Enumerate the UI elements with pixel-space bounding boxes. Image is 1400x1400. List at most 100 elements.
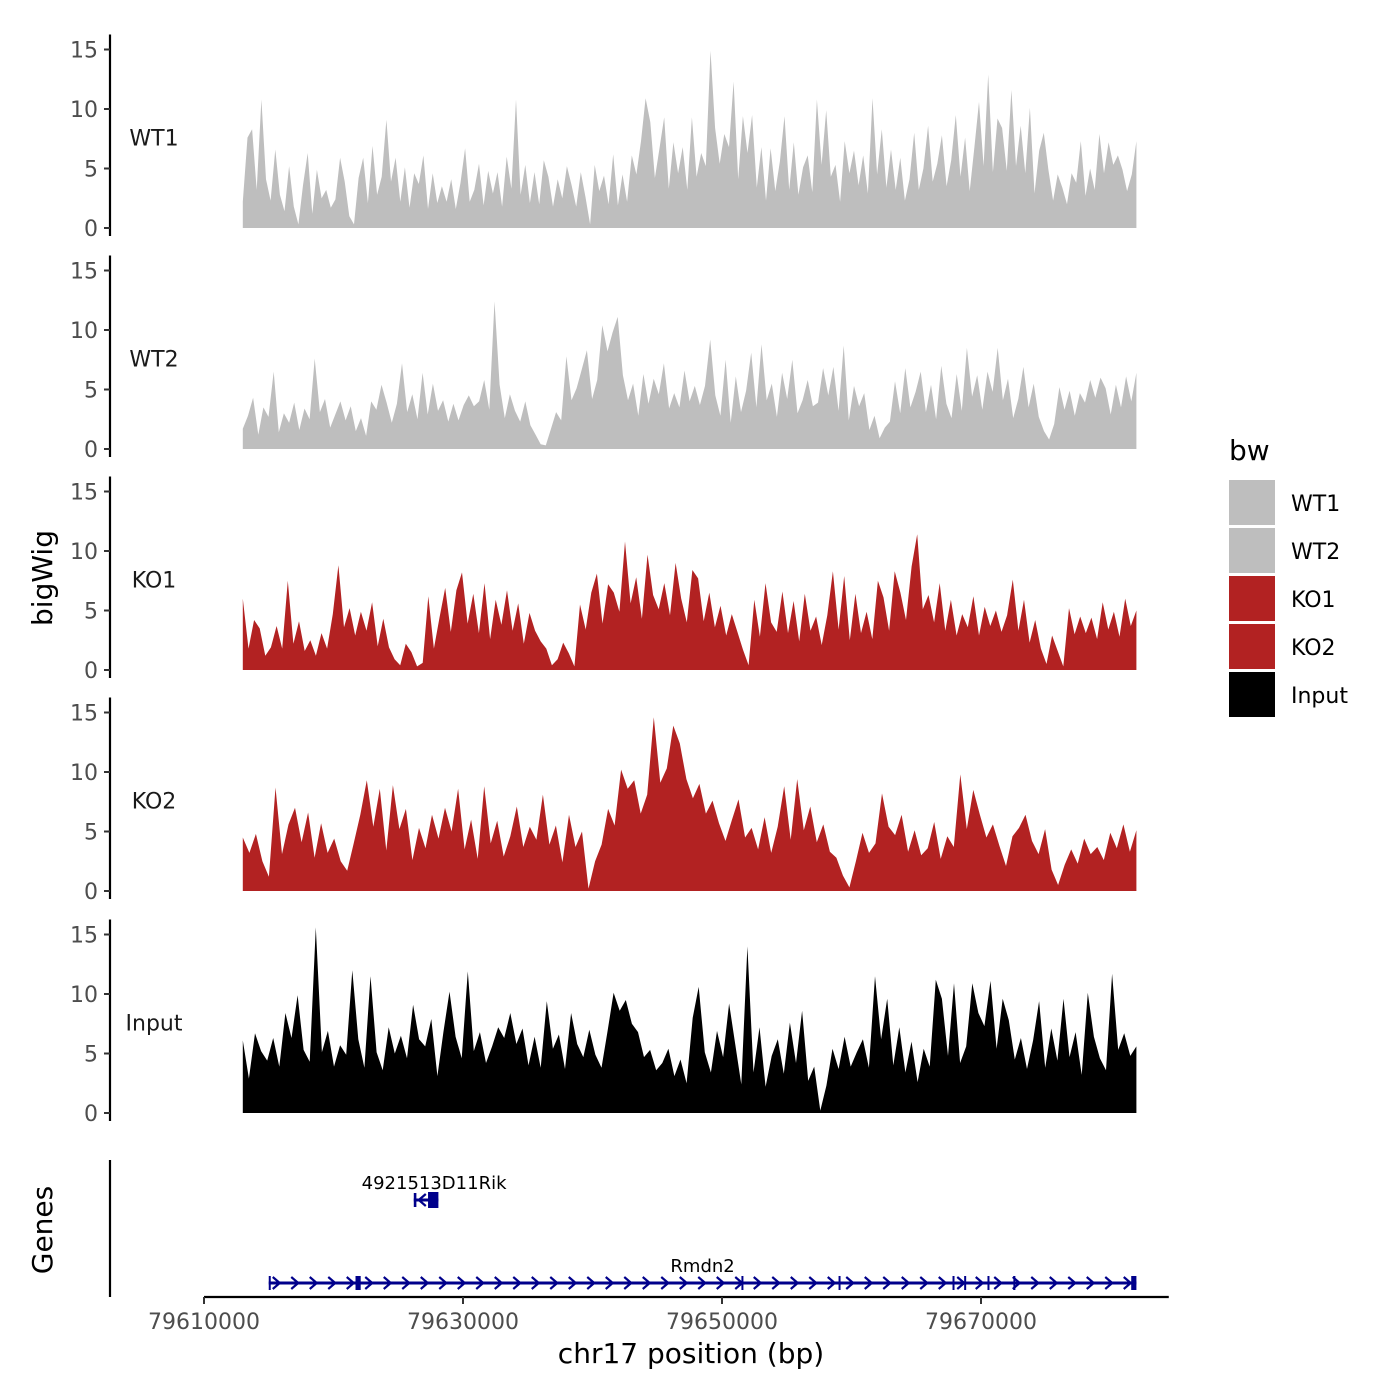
x-tick-label: 79630000 [407, 1310, 519, 1335]
gene-4921513d11rik: 4921513D11Rik [362, 1173, 507, 1208]
strand-arrow [845, 1276, 855, 1290]
y-tick-label: 5 [84, 1043, 98, 1068]
strand-arrow [679, 1276, 689, 1290]
track-label: WT1 [129, 127, 178, 152]
track-input: 0 5 10 15 Input [70, 919, 1137, 1127]
strand-arrow [919, 1276, 929, 1290]
exon [413, 1193, 417, 1207]
y-tick-label: 15 [70, 260, 98, 285]
gene-rmdn2: Rmdn2 [268, 1256, 1137, 1290]
strand-arrow [531, 1276, 541, 1290]
signal-tracks: 0 5 10 15 WT1 0 5 10 15 WT2 0 5 10 15 KO1 0 5 10 15 KO2 0 5 10… [70, 34, 1137, 1127]
y-tick-label: 15 [70, 481, 98, 506]
strand-arrow [364, 1276, 374, 1290]
strand-arrow [1123, 1276, 1133, 1290]
legend-entry-ko2: KO2 [1229, 624, 1336, 669]
y-tick-label: 10 [70, 98, 98, 123]
y-tick-label: 5 [84, 158, 98, 183]
track-label: KO2 [132, 790, 177, 815]
legend-label: KO2 [1291, 636, 1336, 661]
x-tick-label: 79610000 [148, 1310, 260, 1335]
strand-arrow [790, 1276, 800, 1290]
y-tick-label: 10 [70, 319, 98, 344]
legend-entry-wt1: WT1 [1229, 480, 1340, 525]
strand-arrow [417, 1193, 427, 1207]
track-label: WT2 [129, 348, 178, 373]
y-tick-label: 15 [70, 924, 98, 949]
strand-arrow [716, 1276, 726, 1290]
strand-arrow [475, 1276, 485, 1290]
legend-entry-ko1: KO1 [1229, 576, 1336, 621]
legend-swatch [1229, 624, 1275, 669]
legend-swatch [1229, 528, 1275, 573]
track-wt1: 0 5 10 15 WT1 [70, 34, 1137, 242]
exon [428, 1192, 439, 1208]
x-tick-label: 79670000 [925, 1310, 1037, 1335]
signal-area-wt1 [242, 50, 1137, 229]
strand-arrow [938, 1276, 948, 1290]
strand-arrow [975, 1276, 985, 1290]
strand-arrow [697, 1276, 707, 1290]
strand-arrow [1086, 1276, 1096, 1290]
strand-arrow [660, 1276, 670, 1290]
strand-arrow [623, 1276, 633, 1290]
strand-arrow [771, 1276, 781, 1290]
strand-arrow [882, 1276, 892, 1290]
strand-arrow [827, 1276, 837, 1290]
legend-label: Input [1291, 684, 1348, 709]
y-tick-label: 10 [70, 540, 98, 565]
track-label: Input [126, 1012, 183, 1037]
legend-title: bw [1229, 434, 1270, 467]
strand-arrow [993, 1276, 1003, 1290]
strand-arrow [1067, 1276, 1077, 1290]
strand-arrow [586, 1276, 596, 1290]
strand-arrow [1030, 1276, 1040, 1290]
y-tick-label: 5 [84, 821, 98, 846]
signal-area-ko1 [242, 534, 1137, 670]
legend-label: WT2 [1291, 540, 1340, 565]
y-tick-label: 5 [84, 600, 98, 625]
x-axis-title: chr17 position (bp) [558, 1337, 824, 1370]
y-tick-label: 0 [84, 659, 98, 684]
gene-label: Rmdn2 [670, 1256, 734, 1277]
legend-swatch [1229, 480, 1275, 525]
strand-arrow [438, 1276, 448, 1290]
strand-arrow [549, 1276, 559, 1290]
strand-arrow [512, 1276, 522, 1290]
strand-arrow [290, 1276, 300, 1290]
y-tick-label: 0 [84, 217, 98, 242]
strand-arrow [420, 1276, 430, 1290]
exon [741, 1276, 744, 1290]
track-ko2: 0 5 10 15 KO2 [70, 697, 1137, 905]
y-tick-label: 5 [84, 379, 98, 404]
x-tick-label: 79650000 [666, 1310, 778, 1335]
exon [952, 1276, 955, 1290]
strand-arrow [568, 1276, 578, 1290]
legend-label: WT1 [1291, 492, 1340, 517]
strand-arrow [309, 1276, 319, 1290]
strand-arrow [494, 1276, 504, 1290]
exon [355, 1276, 361, 1290]
legend-swatch [1229, 576, 1275, 621]
strand-arrow [401, 1276, 411, 1290]
y-tick-label: 0 [84, 438, 98, 463]
strand-arrow [808, 1276, 818, 1290]
strand-arrow [272, 1276, 282, 1290]
exon [1131, 1276, 1137, 1290]
legend-entry-wt2: WT2 [1229, 528, 1340, 573]
strand-arrow [457, 1276, 467, 1290]
strand-arrow [901, 1276, 911, 1290]
y-axis-title: bigWig [26, 530, 59, 626]
exon [268, 1276, 271, 1290]
strand-arrow [1104, 1276, 1114, 1290]
legend: bw WT1 WT2 KO1 KO2 Input [1229, 434, 1348, 717]
strand-arrow [383, 1276, 393, 1290]
legend-label: KO1 [1291, 588, 1336, 613]
strand-arrow [864, 1276, 874, 1290]
y-tick-label: 0 [84, 880, 98, 905]
track-label: KO1 [132, 569, 177, 594]
genes-panel: 4921513D11Rik Rmdn2 [108, 1160, 1137, 1297]
y-tick-label: 15 [70, 702, 98, 727]
y-tick-label: 10 [70, 983, 98, 1008]
strand-arrow [642, 1276, 652, 1290]
